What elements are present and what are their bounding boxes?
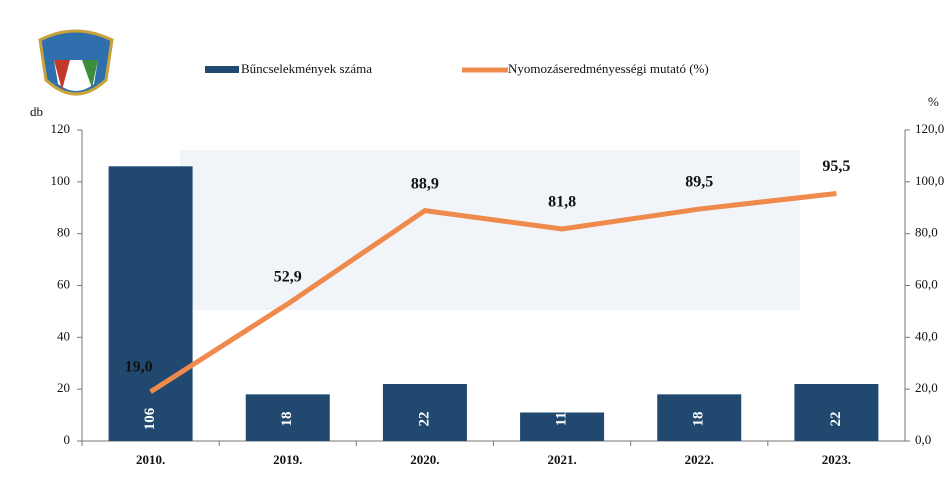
bar <box>520 412 605 441</box>
legend-marker <box>205 66 239 73</box>
y2-tick-label: 120,0 <box>915 121 944 136</box>
y-tick-label: 20 <box>57 380 70 395</box>
y-tick-label: 120 <box>51 121 71 136</box>
bar <box>794 383 879 441</box>
y2-tick-label: 80,0 <box>915 225 938 240</box>
x-tick-label: 2023. <box>822 452 851 467</box>
bar-value-label: 18 <box>691 412 707 427</box>
police-badge <box>38 29 114 96</box>
y-tick-label: 80 <box>57 225 70 240</box>
line-value-label: 89,5 <box>685 174 713 191</box>
bar-value-label: 22 <box>828 412 844 427</box>
line-value-label: 19,0 <box>125 358 153 375</box>
line-value-label: 95,5 <box>822 158 850 175</box>
y-axis-label: db <box>30 104 43 119</box>
line-value-label: 52,9 <box>274 269 302 286</box>
line-value-label: 88,9 <box>411 175 439 192</box>
y-tick-label: 100 <box>51 173 71 188</box>
y2-tick-label: 20,0 <box>915 380 938 395</box>
y-tick-label: 0 <box>64 432 71 447</box>
bar <box>108 166 193 442</box>
y2-tick-label: 40,0 <box>915 328 938 343</box>
x-tick-label: 2019. <box>273 452 302 467</box>
legend-label: Nyomozáseredményességi mutató (%) <box>508 61 709 76</box>
y2-tick-label: 60,0 <box>915 276 938 291</box>
y2-tick-label: 0,0 <box>915 432 931 447</box>
bar-value-label: 106 <box>142 407 158 430</box>
x-tick-label: 2010. <box>136 452 165 467</box>
y2-tick-label: 100,0 <box>915 173 944 188</box>
bar <box>657 394 742 441</box>
x-tick-label: 2022. <box>685 452 714 467</box>
bar <box>245 394 330 441</box>
line <box>149 191 837 394</box>
legend-label: Bűncselekmények száma <box>241 61 372 76</box>
y2-axis-label: % <box>928 94 939 109</box>
bar <box>382 383 467 441</box>
x-tick-label: 2021. <box>547 452 576 467</box>
background-photo <box>180 150 800 310</box>
y-tick-label: 60 <box>57 276 70 291</box>
line-value-label: 81,8 <box>548 194 576 211</box>
y-tick-label: 40 <box>57 328 70 343</box>
x-tick-label: 2020. <box>410 452 439 467</box>
bar-value-label: 22 <box>416 412 432 427</box>
bar-value-label: 18 <box>279 412 295 427</box>
bar-value-label: 11 <box>554 412 570 426</box>
